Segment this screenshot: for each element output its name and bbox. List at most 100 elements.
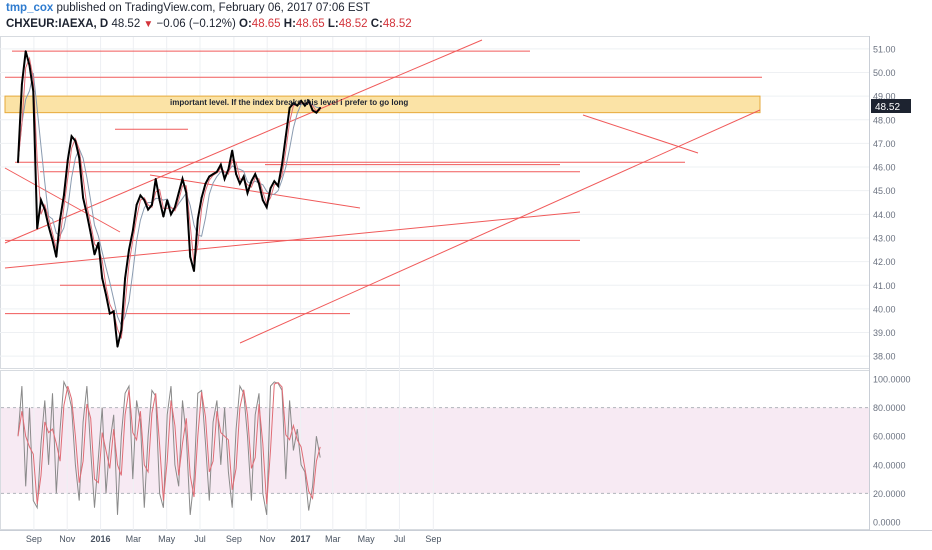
- last-price-marker: [871, 99, 911, 113]
- time-tick-label: Sep: [26, 534, 42, 544]
- resistance-zone: [4, 95, 761, 114]
- price-tick-label: 40.00: [873, 304, 896, 314]
- price-point: [300, 99, 302, 102]
- price-point: [70, 135, 73, 138]
- price-tick-label: 41.00: [873, 281, 896, 291]
- time-tick-label: Sep: [226, 534, 242, 544]
- price-point: [204, 182, 207, 185]
- trendline: [4, 39, 483, 244]
- trendline: [149, 174, 361, 209]
- price-point: [173, 206, 176, 209]
- stoch-tick-label: 40.0000: [873, 460, 906, 470]
- price-tick-label: 42.00: [873, 257, 896, 267]
- price-tick-label: 43.00: [873, 233, 896, 243]
- price-point: [66, 159, 69, 161]
- price-tick-label: 49.00: [873, 92, 896, 102]
- last-price: 48.52: [111, 18, 141, 30]
- price-point: [124, 277, 127, 280]
- low-label: L:: [327, 18, 339, 30]
- price-point: [288, 107, 291, 109]
- price-point: [311, 109, 314, 112]
- stoch-tick-label: 60.0000: [873, 432, 906, 442]
- price-point: [97, 241, 100, 244]
- time-tick-label: 2016: [91, 534, 111, 544]
- price-point: [147, 208, 149, 211]
- last-price-marker-label: 48.52: [875, 102, 900, 113]
- price-point: [151, 203, 153, 206]
- time-tick-label: 2017: [291, 534, 311, 544]
- time-tick-label: May: [158, 534, 176, 544]
- price-point: [208, 175, 211, 178]
- stoch-tick-label: 20.0000: [873, 489, 906, 499]
- price-point: [292, 102, 295, 105]
- price-point: [143, 199, 146, 202]
- stoch-k-line: [17, 379, 321, 515]
- stoch-d-line: [17, 382, 321, 505]
- author-link[interactable]: tmp_cox: [6, 2, 54, 14]
- price-point: [250, 180, 253, 183]
- price-point: [258, 182, 260, 185]
- trendline: [239, 109, 761, 344]
- price-point: [200, 196, 203, 199]
- price-point: [154, 177, 157, 180]
- price-point: [28, 64, 31, 67]
- price-point: [181, 177, 184, 180]
- price-tick-label: 51.00: [873, 44, 896, 54]
- close-label: C:: [370, 18, 383, 30]
- stoch-tick-label: 0.0000: [873, 518, 901, 528]
- price-point: [254, 173, 257, 176]
- publish-header: tmp_cox published on TradingView.com, Fe…: [6, 2, 370, 14]
- high-label: H:: [283, 18, 296, 30]
- price-point: [89, 232, 92, 235]
- price-point: [43, 208, 46, 211]
- price-point: [281, 163, 283, 166]
- price-tick-label: 47.00: [873, 139, 896, 149]
- price-point: [47, 225, 50, 228]
- time-tick-label: May: [358, 534, 376, 544]
- price-point: [261, 199, 264, 202]
- time-tick-label: Nov: [259, 534, 276, 544]
- price-point: [242, 175, 245, 178]
- price-point: [273, 180, 276, 183]
- price-point: [216, 170, 218, 173]
- price-point: [74, 140, 77, 142]
- price-tick-label: 38.00: [873, 352, 896, 362]
- price-point: [139, 194, 142, 197]
- time-tick-label: Jul: [194, 534, 206, 544]
- trendline: [582, 114, 699, 154]
- price-point: [105, 293, 107, 296]
- price-tick-label: 45.00: [873, 186, 896, 196]
- symbol-label: CHXEUR:IAEXA, D: [6, 18, 109, 30]
- price-point: [185, 192, 188, 194]
- price-point: [231, 149, 234, 152]
- price-point: [189, 255, 192, 258]
- price-point: [177, 192, 180, 194]
- price-point: [63, 194, 65, 197]
- time-tick-label: Mar: [126, 534, 142, 544]
- price-point: [59, 218, 62, 220]
- symbol-ohlc-line: CHXEUR:IAEXA, D 48.52 ▼ −0.06 (−0.12%) O…: [6, 18, 412, 30]
- price-point: [78, 156, 81, 159]
- price-point: [135, 203, 138, 206]
- price-point: [120, 329, 123, 332]
- price-point: [170, 213, 172, 216]
- price-point: [162, 215, 165, 218]
- price-point: [17, 161, 19, 164]
- price-tick-label: 46.00: [873, 163, 896, 173]
- price-point: [116, 345, 119, 348]
- price-point: [212, 173, 215, 176]
- price-series-line: [17, 50, 321, 347]
- price-point: [32, 90, 35, 93]
- price-point: [55, 255, 58, 258]
- price-panel[interactable]: [0, 36, 870, 369]
- price-point: [166, 199, 169, 202]
- price-point: [131, 229, 134, 232]
- price-tick-label: 48.00: [873, 115, 896, 125]
- price-point: [24, 50, 27, 53]
- price-point: [51, 239, 54, 242]
- price-point: [246, 192, 249, 194]
- price-point: [235, 173, 237, 176]
- time-tick-label: Nov: [59, 534, 76, 544]
- price-point: [82, 196, 84, 199]
